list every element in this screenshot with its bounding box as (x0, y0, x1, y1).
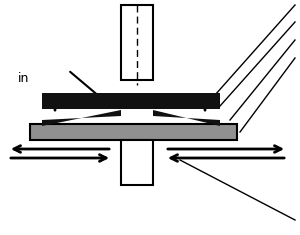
Bar (121, 140, 153, 185)
Polygon shape (42, 110, 121, 126)
Bar (121, 5, 153, 80)
Text: in: in (18, 71, 29, 85)
Bar (42, 93, 220, 109)
Bar (30, 124, 237, 140)
Polygon shape (153, 110, 220, 126)
